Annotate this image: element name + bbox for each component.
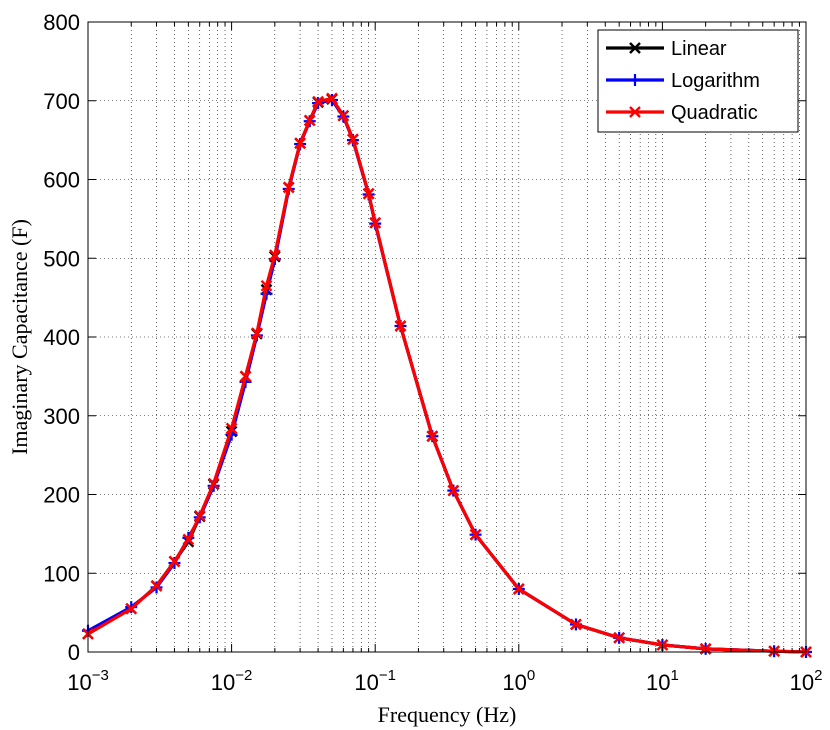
x-tick-label: 10−1 — [354, 667, 396, 695]
x-tick-label-text: 100 — [502, 667, 535, 695]
legend-entry-quadratic: Quadratic — [606, 102, 758, 124]
legend-marker — [629, 74, 641, 86]
y-tick-label: 0 — [68, 640, 80, 665]
x-tick-labels: 10−3 10−2 10−1 100 101 102 — [67, 667, 822, 695]
y-tick-label: 800 — [43, 10, 80, 35]
data-point-quadratic — [369, 216, 382, 229]
data-point-quadratic — [447, 484, 460, 497]
data-point-quadratic — [182, 533, 195, 546]
series-quadratic — [82, 92, 812, 658]
x-tick-label: 10−3 — [67, 667, 109, 695]
data-point-quadratic — [260, 279, 273, 292]
y-tick-label: 600 — [43, 168, 80, 193]
y-tick-label: 500 — [43, 246, 80, 271]
data-point-quadratic — [294, 137, 306, 150]
data-point-quadratic — [207, 477, 220, 490]
y-tick-label: 700 — [43, 89, 80, 114]
legend-label: Linear — [671, 38, 727, 60]
x-tick-label-text: 102 — [790, 667, 823, 695]
x-axis-label: Frequency (Hz) — [378, 702, 517, 727]
data-point-quadratic — [239, 370, 252, 383]
y-axis-label: Imaginary Capacitance (F) — [7, 219, 32, 455]
legend-marker — [629, 106, 641, 118]
legend-entry-logarithm: Logarithm — [606, 70, 760, 92]
data-point-quadratic — [362, 187, 375, 200]
data-point-quadratic — [150, 580, 163, 592]
legend-entry-linear: Linear — [606, 38, 727, 60]
data-point-quadratic — [337, 109, 350, 122]
data-point-quadratic — [303, 114, 316, 127]
data-point-quadratic — [125, 602, 138, 615]
data-point-quadratic — [282, 181, 295, 194]
x-tick-label: 100 — [502, 667, 535, 695]
x-tick-label: 102 — [790, 667, 823, 695]
y-tick-label: 100 — [43, 561, 80, 586]
x-tick-label: 10−2 — [211, 667, 253, 695]
series-line-quadratic — [87, 96, 807, 654]
y-tick-label: 300 — [43, 404, 80, 429]
data-point-quadratic — [326, 92, 338, 105]
data-point-quadratic — [512, 583, 525, 595]
data-point-quadratic — [193, 509, 206, 522]
data-point-quadratic — [312, 95, 324, 108]
data-point-quadratic — [426, 430, 439, 443]
axis-ticks — [87, 21, 807, 653]
data-point-quadratic — [570, 618, 582, 631]
x-tick-label: 101 — [646, 667, 679, 695]
x-tick-label-text: 10−2 — [211, 667, 253, 695]
series-layer — [82, 92, 812, 658]
legend-label: Quadratic — [671, 102, 758, 124]
data-point-quadratic — [394, 320, 407, 332]
y-tick-label: 400 — [43, 325, 80, 350]
legend: Linear Logarithm Quadratic — [597, 29, 799, 133]
data-point-quadratic — [469, 528, 482, 541]
data-point-quadratic — [613, 631, 626, 644]
x-tick-label-text: 101 — [646, 667, 679, 695]
data-point-quadratic — [225, 422, 238, 435]
data-point-quadratic — [268, 249, 281, 261]
legend-marker — [629, 42, 641, 54]
data-point-quadratic — [168, 555, 181, 568]
y-tick-label: 200 — [43, 483, 80, 508]
x-tick-label-text: 10−1 — [354, 667, 396, 695]
data-point-quadratic — [251, 327, 263, 339]
data-point-quadratic — [347, 133, 359, 146]
legend-label: Logarithm — [671, 70, 760, 92]
y-tick-labels: 0 100 200 300 400 500 600 700 800 — [43, 10, 80, 665]
x-tick-label-text: 10−3 — [67, 667, 109, 695]
